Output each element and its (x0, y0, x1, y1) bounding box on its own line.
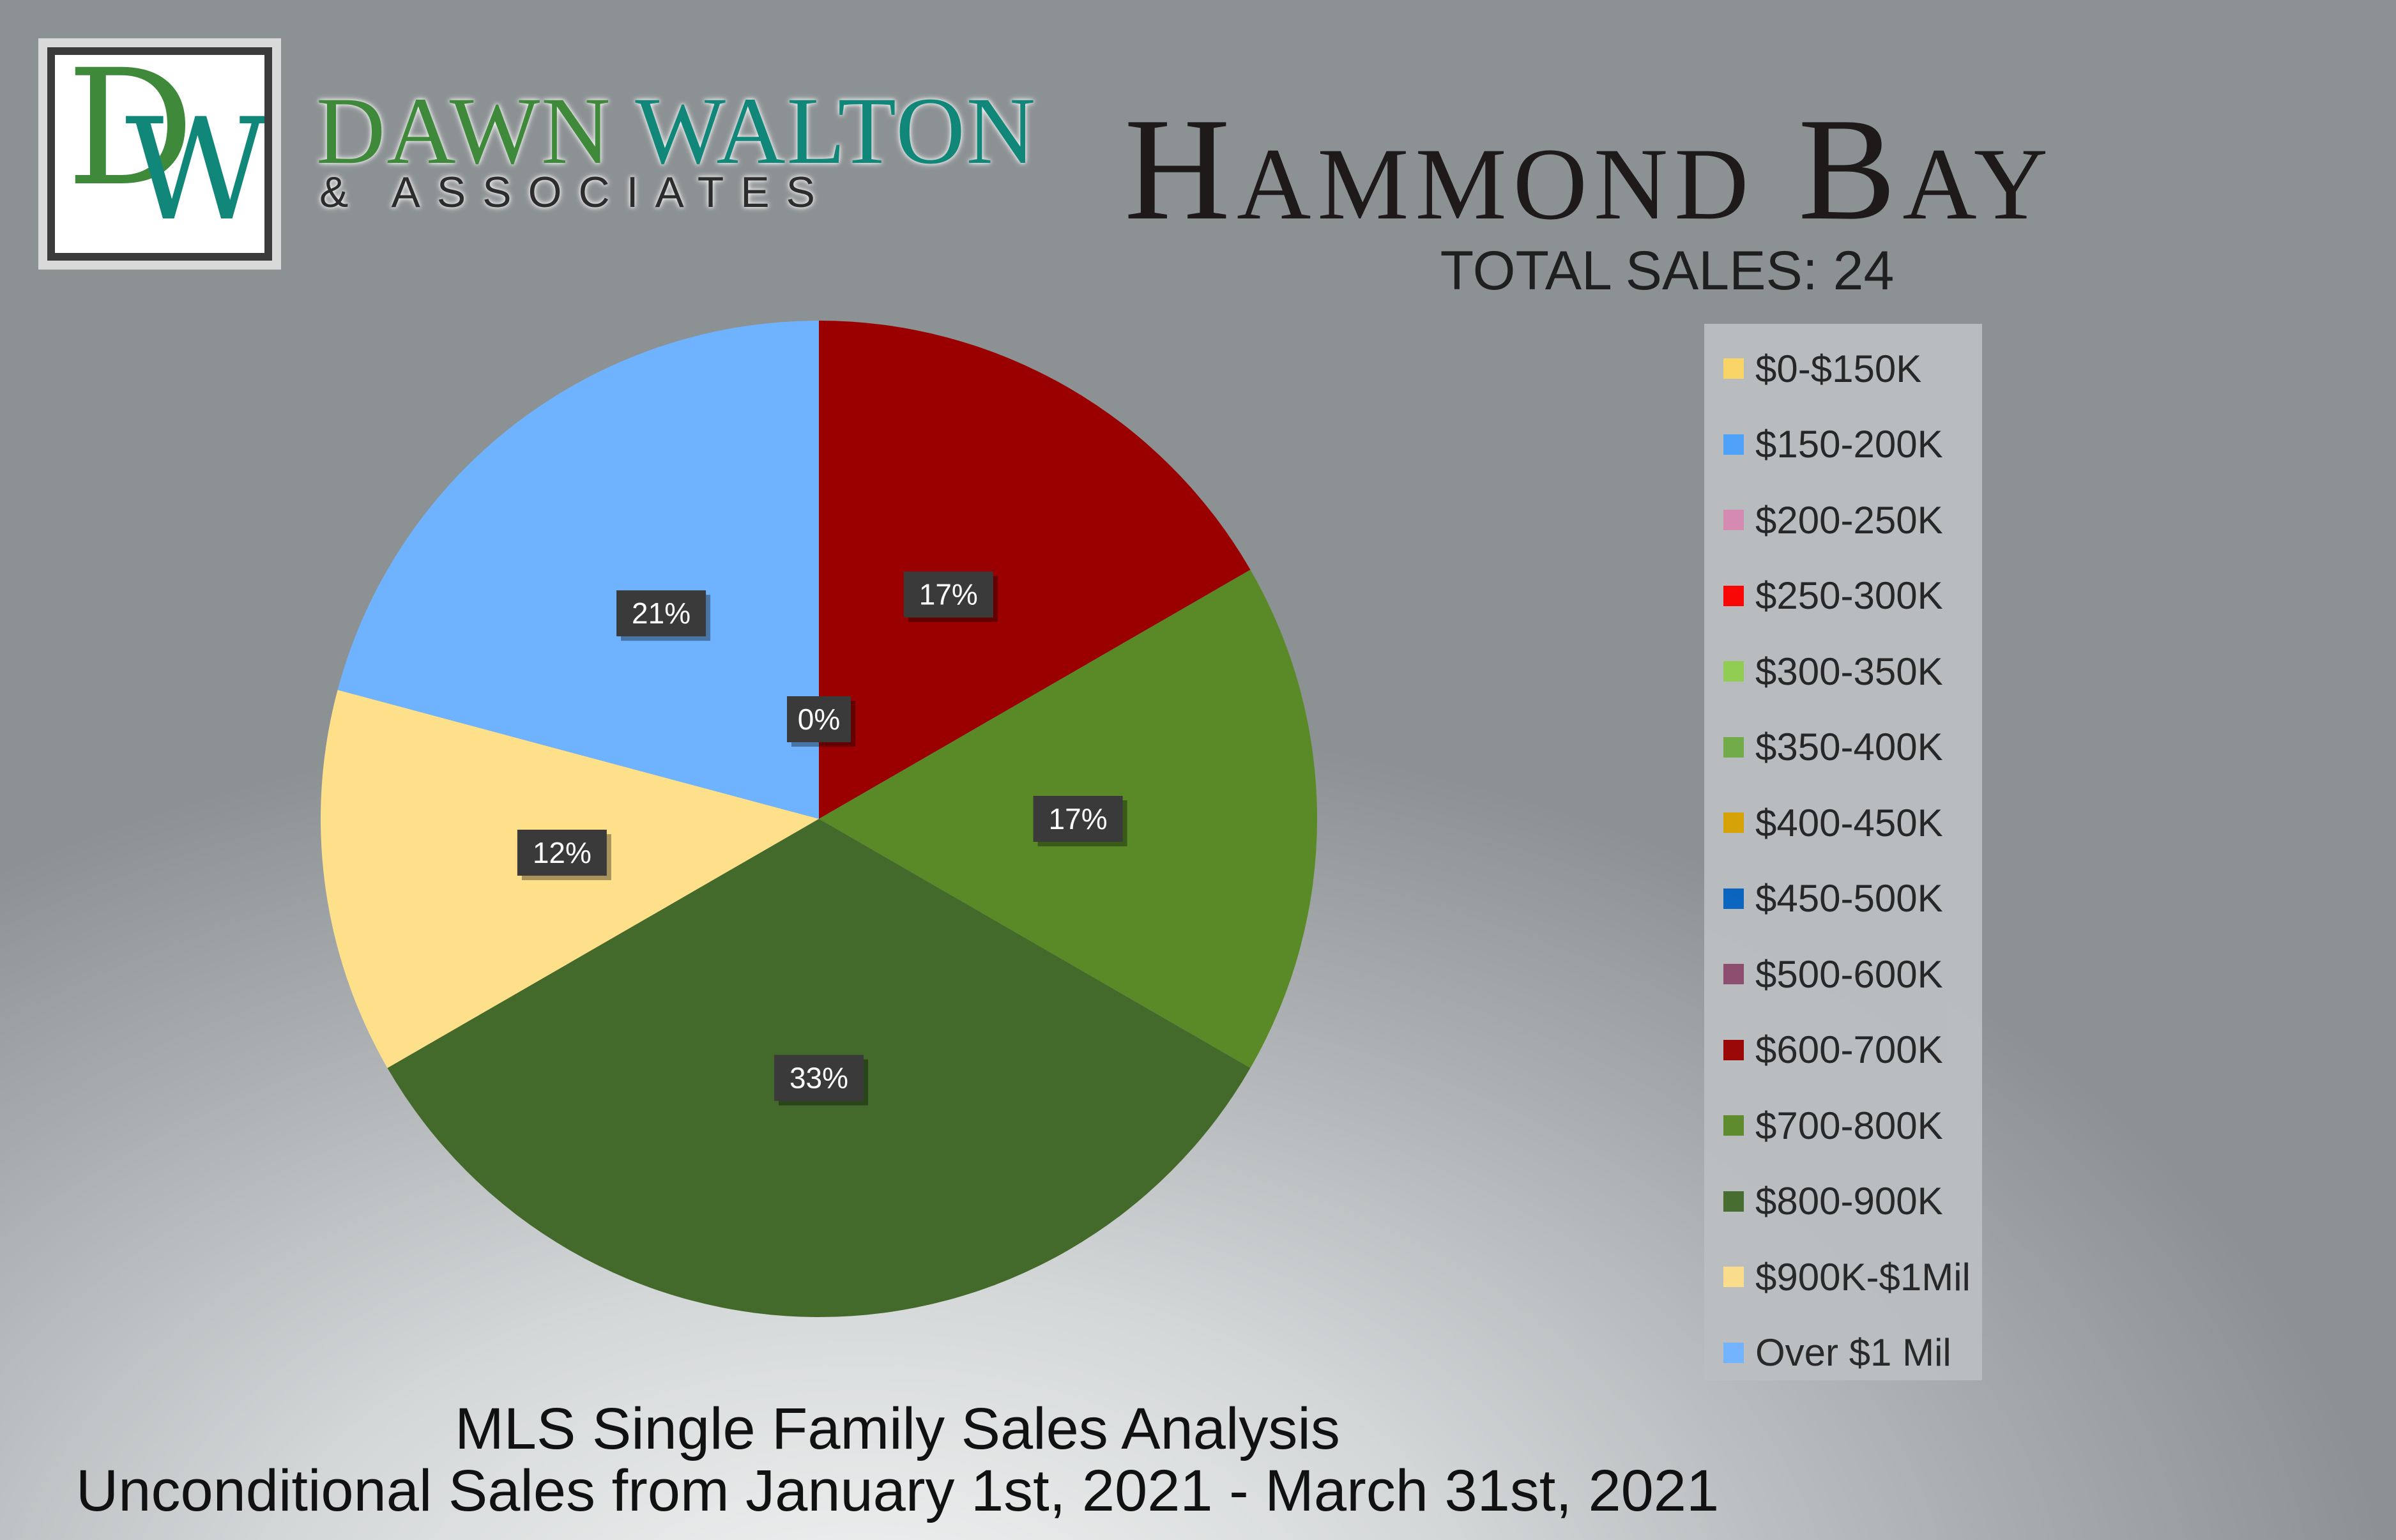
legend-item-300-350k: $300-350K (1723, 649, 1943, 694)
legend-item-500-600k: $500-600K (1723, 952, 1943, 996)
logo-letter-w: W (125, 88, 270, 252)
legend-label: $600-700K (1755, 1028, 1943, 1071)
data-label-700-800k: 17% (1033, 796, 1127, 846)
legend-label: $250-300K (1755, 574, 1943, 617)
footer-title: MLS Single Family Sales Analysis (455, 1396, 1340, 1461)
brand-subline: & ASSOCIATES (319, 168, 832, 217)
legend-item-0-150k: $0-$150K (1723, 346, 1921, 391)
legend-swatch (1723, 1115, 1744, 1136)
legend-swatch (1723, 358, 1744, 379)
legend-label: $500-600K (1755, 952, 1943, 996)
svg-text:17%: 17% (1049, 802, 1108, 835)
total-sales: TOTAL SALES: 24 (1440, 240, 1895, 301)
legend-item-450-500k: $450-500K (1723, 876, 1943, 921)
legend-label: Over $1 Mil (1755, 1331, 1951, 1374)
footer-date-range: Unconditional Sales from January 1st, 20… (75, 1458, 1720, 1523)
brand-name: DAWN WALTON (316, 83, 1037, 179)
legend-label: $400-450K (1755, 801, 1943, 844)
legend-item-900k-1mil: $900K-$1Mil (1723, 1254, 1971, 1299)
chart-title: Hammond Bay (1124, 88, 2055, 250)
legend-swatch (1723, 1191, 1744, 1212)
legend-swatch (1723, 1267, 1744, 1287)
logo-monogram: D W (47, 47, 272, 261)
logo-letter-d: D (66, 47, 195, 221)
legend-label: $800-900K (1755, 1180, 1943, 1223)
pie-slice-600-700k (819, 321, 1251, 819)
legend-swatch (1723, 964, 1744, 984)
legend-item-600-700k: $600-700K (1723, 1028, 1943, 1072)
legend-item-200-250k: $200-250K (1723, 498, 1943, 542)
legend-item-over-1-mil: Over $1 Mil (1723, 1330, 1951, 1375)
data-label-over-1-mil: 21% (616, 590, 711, 641)
legend-item-700-800k: $700-800K (1723, 1103, 1943, 1148)
legend-swatch (1723, 1342, 1744, 1363)
legend-item-400-450k: $400-450K (1723, 800, 1943, 845)
legend-item-150-200k: $150-200K (1723, 422, 1943, 467)
pie-slice-900k-1mil (320, 690, 819, 1068)
legend-swatch (1723, 888, 1744, 909)
svg-text:21%: 21% (632, 597, 691, 630)
legend-label: $350-400K (1755, 726, 1943, 768)
legend-label: $450-500K (1755, 877, 1943, 920)
legend-label: $150-200K (1755, 423, 1943, 466)
legend-swatch (1723, 736, 1744, 758)
legend-swatch (1723, 434, 1744, 455)
svg-text:0%: 0% (798, 703, 840, 736)
data-label-900k-1mil: 12% (517, 829, 611, 880)
legend-swatch (1723, 585, 1744, 606)
brand-name-first: DAWN (316, 78, 612, 184)
company-logo: D W (38, 38, 281, 270)
legend-item-350-400k: $350-400K (1723, 725, 1943, 770)
legend-swatch (1723, 1039, 1744, 1060)
legend-swatch (1723, 812, 1744, 833)
legend-label: $0-$150K (1755, 347, 1922, 390)
svg-text:17%: 17% (919, 578, 978, 611)
legend-swatch (1723, 510, 1744, 530)
legend-label: $200-250K (1755, 498, 1943, 542)
legend-item-800-900k: $800-900K (1723, 1179, 1943, 1224)
svg-text:12%: 12% (533, 836, 591, 869)
data-label-800-900k: 33% (774, 1055, 868, 1106)
legend-label: $300-350K (1755, 650, 1943, 693)
data-label-600-700k: 17% (903, 571, 998, 622)
pie-slice-over-1-mil (337, 321, 819, 819)
legend-label: $900K-$1Mil (1755, 1255, 1971, 1299)
legend-label: $700-800K (1755, 1104, 1943, 1147)
brand-name-last: WALTON (635, 78, 1037, 184)
legend-swatch (1723, 661, 1744, 682)
chart-legend: $0-$150K $150-200K $200-250K $250-300K $300-… (1704, 324, 1982, 1380)
svg-text:33%: 33% (790, 1062, 848, 1095)
legend-item-250-300k: $250-300K (1723, 574, 1943, 618)
data-label-0-150k: 0% (787, 696, 855, 747)
